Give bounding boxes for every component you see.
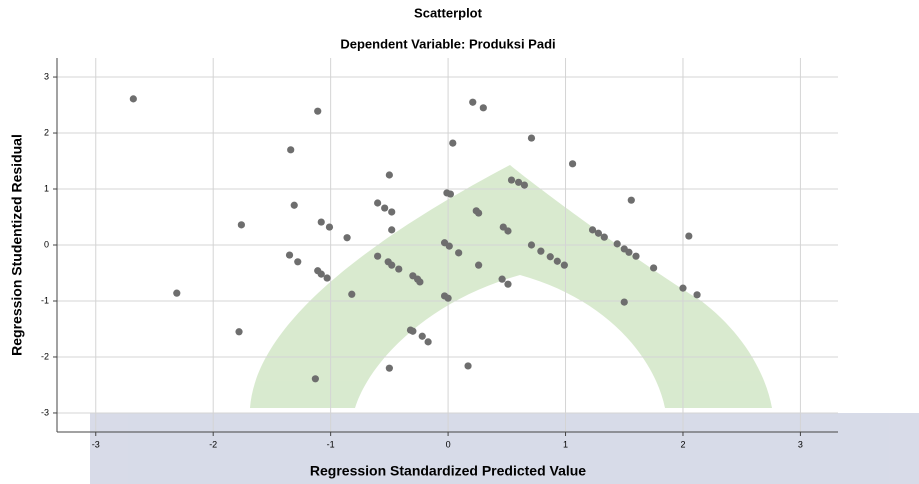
y-tick-label: 2	[44, 127, 49, 137]
point	[475, 262, 482, 269]
point	[554, 258, 561, 265]
chart-subtitle: Dependent Variable: Produksi Padi	[340, 36, 555, 51]
point	[374, 253, 381, 260]
point	[388, 226, 395, 233]
point	[504, 227, 511, 234]
chart-title: Scatterplot	[414, 5, 483, 20]
y-tick-label: -1	[41, 295, 49, 305]
point	[464, 362, 471, 369]
point	[446, 243, 453, 250]
point	[235, 328, 242, 335]
point	[601, 234, 608, 241]
point	[291, 202, 298, 209]
point	[312, 375, 319, 382]
x-tick-label: -3	[92, 439, 100, 449]
y-tick-label: 1	[44, 183, 49, 193]
point	[449, 140, 456, 147]
point	[685, 232, 692, 239]
point	[569, 160, 576, 167]
point	[508, 176, 515, 183]
point	[318, 271, 325, 278]
page: {"chart_data": {"type": "scatter", "titl…	[0, 0, 919, 484]
point	[650, 264, 657, 271]
point	[547, 253, 554, 260]
point	[419, 333, 426, 340]
point	[381, 204, 388, 211]
point	[625, 249, 632, 256]
y-axis-label: Regression Studentized Residual	[9, 134, 25, 356]
x-axis-label: Regression Standardized Predicted Value	[310, 463, 586, 479]
point	[469, 99, 476, 106]
point	[480, 104, 487, 111]
point	[628, 197, 635, 204]
point	[238, 221, 245, 228]
point	[395, 265, 402, 272]
point	[374, 199, 381, 206]
x-tick-label: 3	[798, 439, 803, 449]
x-tick-label: -2	[209, 439, 217, 449]
point	[409, 328, 416, 335]
y-tick-label: -3	[41, 407, 49, 417]
point	[388, 262, 395, 269]
point	[294, 258, 301, 265]
point	[130, 95, 137, 102]
x-tick-label: -1	[327, 439, 335, 449]
point	[326, 223, 333, 230]
point	[595, 230, 602, 237]
point	[528, 134, 535, 141]
point	[425, 338, 432, 345]
point	[173, 290, 180, 297]
y-tick-label: 0	[44, 239, 49, 249]
x-tick-label: 0	[446, 439, 451, 449]
y-tick-label: 3	[44, 71, 49, 81]
point	[444, 295, 451, 302]
point	[286, 251, 293, 258]
point	[416, 278, 423, 285]
point	[455, 249, 462, 256]
point	[528, 241, 535, 248]
y-tick-label: -2	[41, 351, 49, 361]
point	[388, 208, 395, 215]
point	[614, 240, 621, 247]
point	[348, 291, 355, 298]
point	[499, 276, 506, 283]
point	[632, 253, 639, 260]
point	[521, 181, 528, 188]
point	[561, 262, 568, 269]
point	[621, 299, 628, 306]
point	[679, 285, 686, 292]
point	[343, 234, 350, 241]
point	[287, 146, 294, 153]
point	[324, 274, 331, 281]
point	[386, 365, 393, 372]
point	[693, 291, 700, 298]
x-tick-label: 2	[680, 439, 685, 449]
point	[504, 281, 511, 288]
point	[475, 209, 482, 216]
x-tick-label: 1	[563, 439, 568, 449]
point	[314, 108, 321, 115]
point	[447, 190, 454, 197]
point	[318, 218, 325, 225]
point	[537, 248, 544, 255]
point	[386, 171, 393, 178]
chart: Scatterplot Dependent Variable: Produksi…	[0, 0, 919, 484]
watermark	[90, 165, 919, 484]
